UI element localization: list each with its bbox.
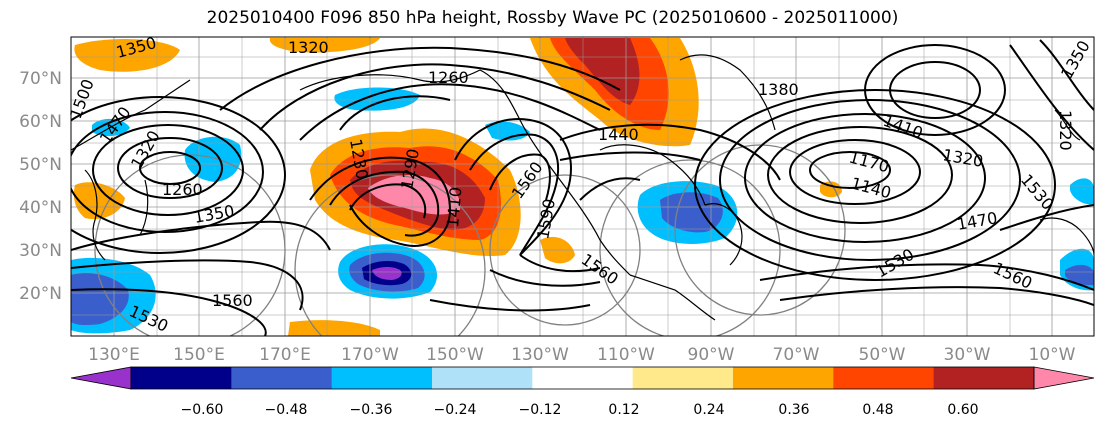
map-border bbox=[70, 36, 1095, 337]
colorbar-swatch bbox=[131, 367, 232, 389]
colorbar-tick: −0.48 bbox=[265, 402, 308, 418]
contour-label: 1320 bbox=[288, 38, 329, 57]
colorbar-swatch bbox=[432, 367, 533, 389]
lon-tick: 150°E bbox=[173, 345, 225, 365]
colorbar-tick: −0.24 bbox=[434, 402, 477, 418]
lon-tick: 10°W bbox=[1029, 345, 1076, 365]
lon-tick: 50°W bbox=[859, 345, 906, 365]
contour-label: 1560 bbox=[212, 291, 253, 310]
lat-tick: 30°N bbox=[19, 241, 62, 261]
graticule bbox=[71, 37, 1094, 336]
coastlines bbox=[71, 54, 1094, 321]
map-title: 2025010400 F096 850 hPa height, Rossby W… bbox=[206, 8, 899, 28]
lon-tick: 30°W bbox=[944, 345, 991, 365]
colorbar-ticks: −0.60 −0.48 −0.36 −0.24 −0.12 0.12 0.24 … bbox=[181, 402, 979, 418]
colorbar-extend-min bbox=[70, 366, 132, 390]
lon-tick: 110°W bbox=[597, 345, 655, 365]
contour-label: 1320 bbox=[1056, 110, 1075, 151]
lon-tick: 150°W bbox=[426, 345, 484, 365]
colorbar-tick: −0.12 bbox=[519, 402, 562, 418]
colorbar-tick: 0.24 bbox=[693, 402, 724, 418]
lon-axis: 130°E 150°E 170°E 170°W 150°W 130°W 110°… bbox=[88, 345, 1076, 365]
lon-tick: 70°W bbox=[773, 345, 820, 365]
contour-label: 1380 bbox=[758, 80, 799, 99]
lat-tick: 60°N bbox=[19, 112, 62, 132]
height-contours bbox=[71, 39, 1094, 336]
colorbar-tick: 0.36 bbox=[778, 402, 809, 418]
colorbar-tick: 0.12 bbox=[608, 402, 639, 418]
colorbar-swatch bbox=[933, 367, 1035, 389]
anomaly-shading bbox=[71, 38, 1094, 336]
colorbar-frame bbox=[130, 366, 1035, 390]
contour-label: 1440 bbox=[598, 125, 639, 144]
lon-tick: 170°E bbox=[259, 345, 311, 365]
lat-axis: 70°N 60°N 50°N 40°N 30°N 20°N bbox=[19, 69, 62, 304]
colorbar-swatch bbox=[532, 367, 634, 389]
colorbar-tick: 0.48 bbox=[862, 402, 893, 418]
colorbar-swatch bbox=[331, 367, 433, 389]
colorbar-swatch bbox=[733, 367, 834, 389]
lon-tick: 170°W bbox=[341, 345, 399, 365]
colorbar-tick: −0.60 bbox=[181, 402, 224, 418]
lat-tick: 20°N bbox=[19, 284, 62, 304]
colorbar-swatch bbox=[632, 367, 734, 389]
lat-tick: 50°N bbox=[19, 155, 62, 175]
colorbar-tick: 0.60 bbox=[947, 402, 978, 418]
contour-label: 1410 bbox=[443, 186, 465, 228]
colorbar-extend-max bbox=[1033, 366, 1095, 390]
contour-label: 1260 bbox=[162, 180, 203, 199]
colorbar-tick: −0.36 bbox=[350, 402, 393, 418]
colorbar-swatch bbox=[231, 367, 333, 389]
lat-tick: 70°N bbox=[19, 69, 62, 89]
colorbar bbox=[70, 366, 1095, 390]
lon-tick: 130°E bbox=[88, 345, 140, 365]
lat-tick: 40°N bbox=[19, 198, 62, 218]
lon-tick: 130°W bbox=[511, 345, 569, 365]
colorbar-swatch bbox=[833, 367, 935, 389]
contour-label: 1260 bbox=[428, 68, 469, 87]
lon-tick: 90°W bbox=[688, 345, 735, 365]
